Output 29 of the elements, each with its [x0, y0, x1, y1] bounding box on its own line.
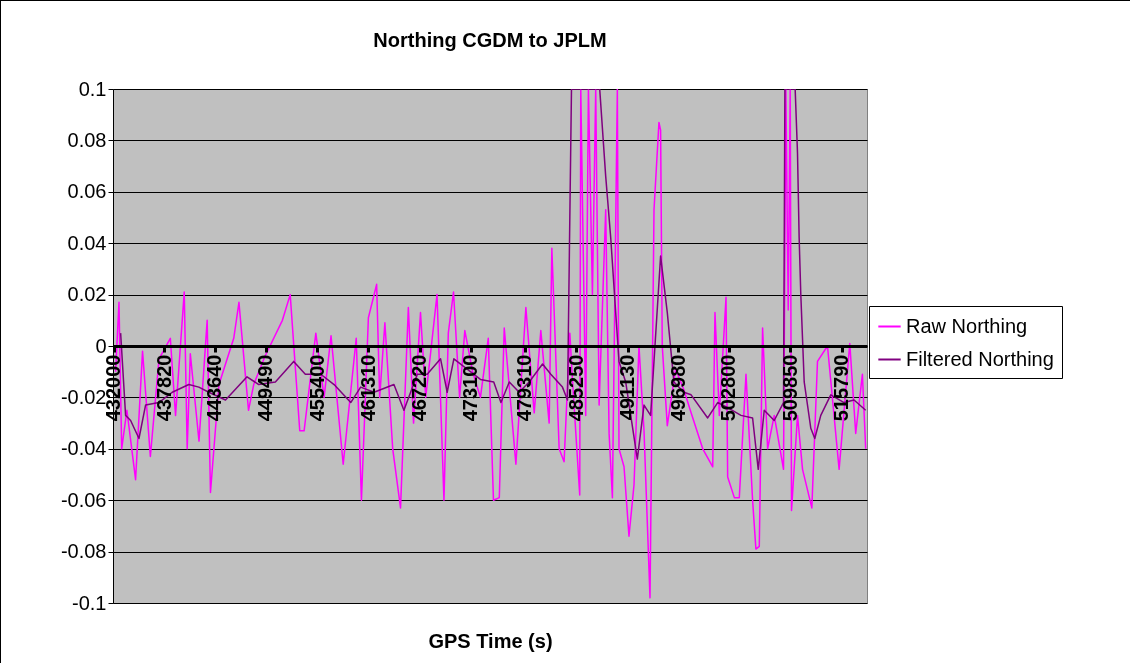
x-tick-label: 502800 — [717, 354, 740, 422]
y-tick-label: 0 — [95, 334, 107, 357]
legend-label: Raw Northing — [906, 314, 1028, 337]
y-tick-label: -0.04 — [60, 437, 107, 460]
x-tick-label: 449490 — [254, 354, 277, 422]
x-tick-label: 491130 — [616, 354, 639, 421]
chart-title: Northing CGDM to JPLM — [373, 29, 607, 51]
x-tick-label: 479310 — [513, 354, 536, 422]
x-tick-label: 509850 — [778, 354, 801, 422]
y-tick-label: -0.08 — [60, 540, 107, 563]
x-axis-title: GPS Time (s) — [428, 629, 553, 652]
x-tick-label: 443640 — [203, 354, 226, 422]
y-tick-label: 0.02 — [67, 283, 107, 306]
x-tick-label: 461310 — [356, 354, 379, 422]
x-tick-label: 473100 — [459, 354, 482, 422]
x-tick-label: 496980 — [666, 354, 689, 422]
x-tick-label: 515790 — [830, 354, 853, 422]
y-tick-label: 0.04 — [67, 231, 107, 254]
line-series — [119, 89, 867, 471]
x-tick-label: 437820 — [152, 354, 175, 422]
x-tick-label: 467220 — [408, 354, 431, 422]
x-tick-label: 485250 — [564, 354, 587, 422]
x-tick-label: 455400 — [305, 354, 328, 422]
y-tick-label: 0.08 — [67, 128, 107, 151]
y-tick-label: -0.1 — [72, 591, 107, 614]
y-tick-label: 0.1 — [78, 77, 107, 100]
y-tick-label: -0.06 — [60, 488, 107, 511]
legend-label: Filtered Northing — [906, 347, 1054, 370]
y-tick-label: 0.06 — [67, 180, 107, 203]
